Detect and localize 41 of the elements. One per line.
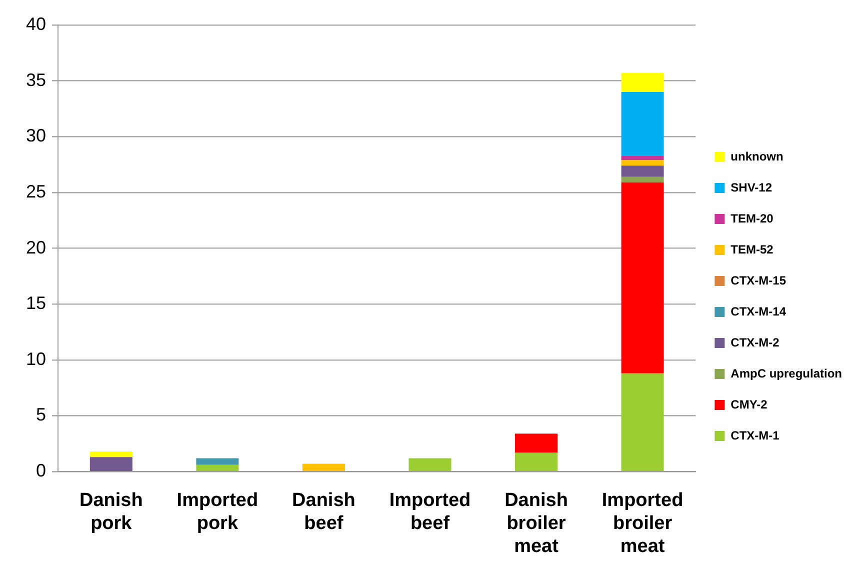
y-tick-label: 10 [26, 348, 46, 369]
bar [621, 373, 664, 471]
bar [621, 156, 664, 160]
y-tick-label: 20 [26, 237, 46, 258]
y-tick-label: 15 [26, 293, 46, 314]
y-tick-label: 35 [26, 70, 46, 90]
bar [302, 464, 345, 471]
x-tick-label: Imported pork [176, 490, 258, 534]
bar [90, 452, 132, 458]
legend-label: TEM-52 [730, 242, 774, 256]
legend-label: CTX-M-15 [730, 273, 786, 288]
bar [621, 182, 664, 374]
x-tick-label: Danish pork [79, 490, 143, 534]
bar [196, 464, 239, 471]
x-tick-label: Imported beef [389, 490, 471, 534]
bar [621, 176, 664, 182]
bar [621, 166, 664, 177]
bar [621, 160, 664, 166]
legend-label: CTX-M-1 [730, 428, 780, 442]
legend-label: TEM-20 [730, 211, 774, 226]
x-tick-label: Danish beef [292, 490, 356, 534]
legend-label: SHV-12 [730, 180, 772, 194]
legend-label: CTX-M-14 [730, 304, 786, 318]
x-tick-label: Imported broiler meat [602, 490, 684, 557]
bar [515, 452, 558, 471]
bar [621, 92, 664, 156]
legend-label: AmpC upregulation [730, 366, 842, 380]
legend-label: CMY-2 [730, 397, 768, 412]
y-tick-label: 30 [26, 126, 46, 146]
bar [196, 458, 239, 465]
x-tick-label: Danish broiler meat [504, 490, 568, 557]
y-tick-label: 25 [26, 181, 46, 202]
bar [408, 458, 452, 471]
legend-label: CTX-M-2 [730, 335, 780, 350]
legend-label: unknown [730, 149, 784, 164]
y-tick-label: 5 [36, 404, 46, 425]
y-tick-label: 0 [36, 460, 46, 481]
bar [621, 73, 664, 92]
bar [515, 434, 558, 453]
bar [90, 457, 132, 471]
y-tick-label: 40 [26, 14, 46, 34]
